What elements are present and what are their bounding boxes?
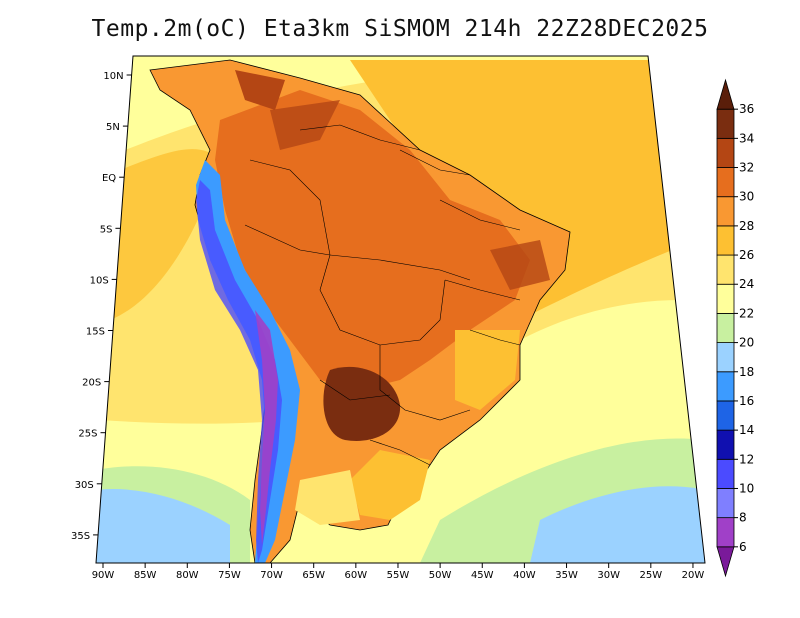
colorbar-label: 26 bbox=[739, 248, 754, 262]
lon-label: 85W bbox=[134, 570, 157, 581]
lon-label: 55W bbox=[387, 570, 410, 581]
colorbar-label: 20 bbox=[739, 336, 754, 350]
lat-label: EQ bbox=[102, 173, 116, 184]
colorbar-swatch bbox=[716, 488, 735, 519]
colorbar-swatch bbox=[716, 429, 735, 460]
lat-label: 35S bbox=[71, 531, 90, 542]
lon-label: 20W bbox=[682, 570, 705, 581]
colorbar-swatch bbox=[716, 283, 735, 314]
longitude-axis: 90W 85W 80W 75W 70W 65W 60W 55W 50W 45W 40W 35W 30W 2… bbox=[92, 563, 705, 581]
lon-label: 35W bbox=[555, 570, 578, 581]
lon-label: 50W bbox=[429, 570, 452, 581]
lat-label: 10S bbox=[90, 275, 109, 286]
country-borders bbox=[244, 124, 521, 466]
colorbar-bottom-triangle bbox=[716, 546, 735, 578]
south-pacific-cold-region bbox=[96, 489, 230, 563]
andes-very-cold-region bbox=[196, 180, 282, 563]
colorbar-swatch bbox=[716, 137, 735, 168]
lon-label: 30W bbox=[597, 570, 620, 581]
southeast-warm-region bbox=[455, 330, 520, 410]
pacific-warm-region bbox=[110, 149, 220, 320]
colorbar-label: 14 bbox=[739, 423, 754, 437]
colorbar-swatch bbox=[716, 371, 735, 402]
colorbar-swatch bbox=[716, 254, 735, 285]
colorbar-swatch bbox=[716, 313, 735, 343]
colorbar-swatch bbox=[716, 167, 735, 198]
map-title: Temp.2m(oC) Eta3km SiSMOM 214h 22Z28DEC2… bbox=[91, 16, 709, 42]
lat-label: 30S bbox=[75, 480, 94, 491]
latitude-axis: 10N 5N EQ 5S 10S 15S 20S 25S 30S 35S bbox=[71, 71, 132, 542]
lon-label: 60W bbox=[345, 570, 368, 581]
interior-hot-region bbox=[215, 90, 530, 390]
lon-label: 25W bbox=[640, 570, 663, 581]
lat-label: 20S bbox=[82, 378, 101, 389]
andes-coldest-region bbox=[255, 310, 278, 545]
colorbar-label: 10 bbox=[739, 481, 754, 495]
colorbar-swatch bbox=[716, 400, 735, 431]
colorbar-label: 24 bbox=[739, 277, 754, 291]
lat-label: 10N bbox=[103, 71, 123, 82]
ocean-warm-region bbox=[350, 60, 672, 320]
colorbar-swatch bbox=[716, 517, 735, 548]
colorbar-label: 36 bbox=[739, 102, 754, 116]
lat-label: 15S bbox=[86, 327, 105, 338]
lon-label: 80W bbox=[176, 570, 199, 581]
colorbar-swatch bbox=[716, 458, 735, 489]
colorbar-swatch bbox=[716, 196, 735, 227]
colorbar-swatch bbox=[716, 225, 735, 256]
northeast-hot-region bbox=[490, 240, 550, 290]
colorbar-label: 16 bbox=[739, 394, 754, 408]
very-hot-core-region bbox=[323, 366, 401, 441]
south-warm-region bbox=[350, 450, 430, 520]
colorbar-label: 32 bbox=[739, 161, 754, 175]
colorbar-label: 34 bbox=[739, 131, 754, 145]
colorbar-swatch bbox=[716, 342, 735, 373]
lon-label: 45W bbox=[471, 570, 494, 581]
lon-label: 75W bbox=[218, 570, 241, 581]
colorbar-swatch bbox=[716, 108, 735, 139]
map-frame bbox=[95, 55, 706, 564]
colorbar-label: 18 bbox=[739, 365, 754, 379]
lat-label: 25S bbox=[78, 429, 97, 440]
lat-label: 5S bbox=[100, 224, 113, 235]
colorbar-label: 12 bbox=[739, 452, 754, 466]
pampas-mild-region bbox=[295, 470, 360, 525]
colorbar-label: 28 bbox=[739, 219, 754, 233]
lon-label: 65W bbox=[302, 570, 325, 581]
colorbar-label: 22 bbox=[739, 306, 754, 320]
colorbar: 6 8 10 12 14 16 18 20 22 24 26 28 30 32 34 36 bbox=[716, 78, 754, 578]
colorbar-top-triangle bbox=[716, 78, 735, 110]
lon-label: 70W bbox=[260, 570, 283, 581]
north-hot-region bbox=[235, 70, 285, 110]
guiana-hot-region bbox=[270, 100, 340, 150]
colorbar-label: 6 bbox=[739, 540, 747, 554]
lat-label: 5N bbox=[106, 122, 120, 133]
lon-label: 90W bbox=[92, 570, 115, 581]
colorbar-label: 30 bbox=[739, 190, 754, 204]
colorbar-label: 8 bbox=[739, 511, 747, 525]
south-atlantic-cold-region bbox=[530, 486, 705, 563]
lon-label: 40W bbox=[513, 570, 536, 581]
